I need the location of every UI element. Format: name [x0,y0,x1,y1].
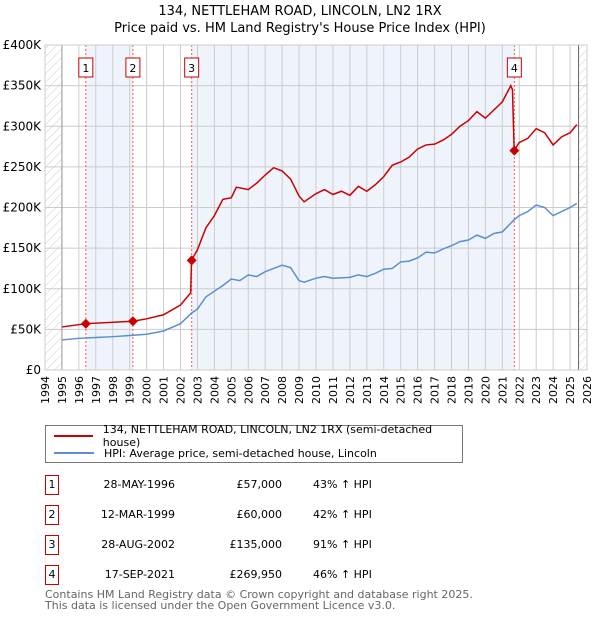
y-tick-label: £50K [10,322,42,336]
x-tick-label: 2024 [547,376,560,404]
x-tick-label: 2014 [378,376,391,404]
x-tick-label: 2006 [242,376,255,404]
x-tick-label: 2002 [175,376,188,404]
x-tick-label: 2018 [446,376,459,404]
sale-number: 3 [45,535,59,555]
legend-swatch [54,435,93,437]
sale-label-box [78,57,94,78]
x-tick-label: 2005 [225,376,238,404]
sale-point [80,318,91,329]
hpi-line [61,202,578,341]
x-tick-label: 2001 [158,376,171,404]
x-tick-label: 2015 [395,376,408,404]
x-tick-label: 2009 [293,376,306,404]
x-tick-label: 2020 [479,376,492,404]
x-tick-label: 2003 [191,376,204,404]
sale-point [186,255,197,266]
sale-hpi-change: 91% ↑ HPI [313,538,372,551]
x-tick-label: 2007 [259,376,272,404]
sale-price: £57,000 [236,478,283,491]
x-tick-label: 1997 [90,376,103,404]
footer-line2: This data is licensed under the Open Gov… [45,599,396,612]
x-tick-label: 1999 [124,376,137,404]
subtitle-line: Price paid vs. HM Land Registry's House … [114,21,486,36]
x-tick-label: 2021 [496,376,509,404]
sale-number: 4 [45,565,59,585]
sale-hpi-change: 46% ↑ HPI [313,568,372,581]
sale-date: 12-MAR-1999 [100,508,175,521]
x-tick-label: 2013 [361,376,374,404]
legend-swatch [54,452,94,454]
legend-item-hpi: HPI: Average price, semi-detached house,… [54,445,377,461]
title-line: 134, NETTLEHAM ROAD, LINCOLN, LN2 1RX [158,4,442,19]
sale-label: 3 [188,62,195,75]
sale-row: 1 28-MAY-1996 £57,000 43% ↑ HPI [45,475,465,495]
sale-label: 4 [511,62,518,75]
chart-title: 134, NETTLEHAM ROAD, LINCOLN, LN2 1RX Pr… [0,3,600,37]
x-tick-label: 1996 [73,376,86,404]
legend-item-property: 134, NETTLEHAM ROAD, LINCOLN, LN2 1RX (s… [54,423,462,449]
y-tick-label: £300K [3,119,43,133]
legend: 134, NETTLEHAM ROAD, LINCOLN, LN2 1RX (s… [45,423,463,463]
price-chart: 1994 1995 1996 1997 1998 1999 2000 2001 2002 2003… [3,38,594,404]
y-tick-label: £400K [3,38,43,52]
x-tick-label: 2010 [310,376,323,404]
sale-date: 17-SEP-2021 [104,568,175,581]
sale-label: 2 [129,62,136,75]
y-tick-label: £100K [3,282,43,296]
sale-label: 1 [82,62,89,75]
sale-hpi-change: 43% ↑ HPI [313,478,372,491]
x-tick-label: 2016 [412,376,425,404]
y-tick-label: £0 [26,363,41,377]
y-tick-label: £200K [3,201,43,215]
sale-row: 2 12-MAR-1999 £60,000 42% ↑ HPI [45,505,465,525]
plot-border [44,44,588,371]
x-tick-label: 2019 [462,376,475,404]
sale-point [509,145,520,156]
sale-row: 4 17-SEP-2021 £269,950 46% ↑ HPI [45,565,465,585]
x-tick-label: 2023 [530,376,543,404]
x-tick-label: 2011 [327,376,340,404]
x-tick-label: 2004 [208,376,221,404]
x-tick-label: 2000 [141,376,154,404]
footer: Contains HM Land Registry data © Crown c… [45,589,473,611]
footer-line1: Contains HM Land Registry data © Crown c… [45,588,473,601]
sale-row: 3 28-AUG-2002 £135,000 91% ↑ HPI [45,535,465,555]
sale-label-box [125,57,141,78]
legend-label: HPI: Average price, semi-detached house,… [104,446,377,460]
sale-number: 1 [45,475,59,495]
sale-price: £135,000 [229,538,283,551]
sale-label-box [184,57,200,78]
x-tick-label: 1995 [56,376,69,404]
sale-number: 2 [45,505,59,525]
x-tick-label: 1998 [107,376,120,404]
sale-point [127,316,138,327]
x-tick-label: 1994 [39,376,52,404]
y-tick-label: £250K [3,160,43,174]
x-tick-label: 2026 [581,376,594,404]
legend-label: 134, NETTLEHAM ROAD, LINCOLN, LN2 1RX (s… [102,423,433,449]
price-line [61,83,578,328]
sale-date: 28-MAY-1996 [103,478,175,491]
sale-date: 28-AUG-2002 [101,538,175,551]
x-tick-label: 2022 [513,376,526,404]
y-tick-label: £150K [3,241,43,255]
y-tick-label: £350K [3,79,43,93]
x-tick-label: 2017 [429,376,442,404]
sale-label-box [506,57,522,78]
sale-price: £60,000 [236,508,283,521]
x-tick-label: 2012 [344,376,357,404]
x-tick-label: 2025 [564,376,577,404]
sale-hpi-change: 42% ↑ HPI [313,508,372,521]
sale-price: £269,950 [229,568,283,581]
x-tick-label: 2008 [276,376,289,404]
